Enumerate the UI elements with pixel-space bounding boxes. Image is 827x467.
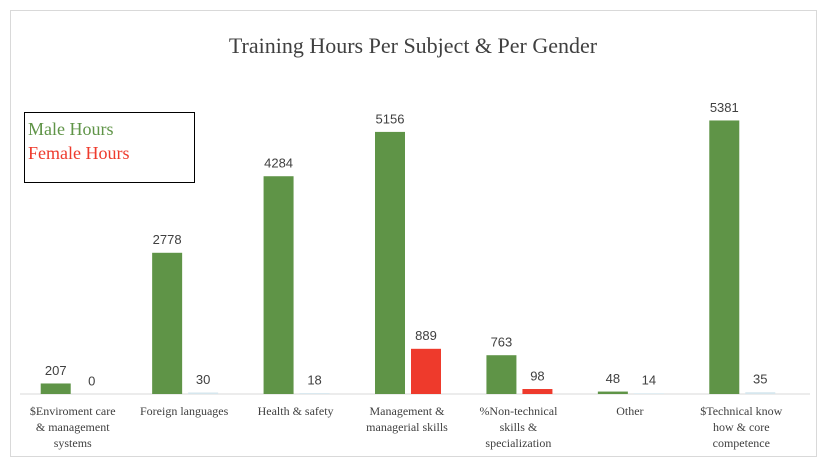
x-tick-label: Foreign languages (140, 404, 229, 418)
bar (522, 389, 553, 394)
chart-title: Training Hours Per Subject & Per Gender (229, 33, 598, 58)
bar (486, 355, 517, 394)
bar (188, 392, 219, 394)
bar (375, 131, 405, 395)
data-label: 889 (415, 328, 437, 343)
legend (24, 112, 195, 183)
data-label: 30 (196, 372, 210, 387)
data-label: 98 (530, 368, 544, 383)
x-tick-label: $Enviroment care & management systems (30, 404, 116, 450)
data-label: 0 (88, 373, 95, 388)
data-label: 2778 (153, 232, 182, 247)
bar (263, 176, 294, 394)
bar (597, 391, 628, 394)
data-label: 48 (606, 371, 620, 386)
data-label: 4284 (264, 156, 293, 171)
x-tick-label: Management & managerial skills (366, 404, 448, 434)
data-label: 14 (642, 373, 656, 388)
x-tick-label: Other (616, 404, 643, 418)
legend-label: Male Hours (28, 119, 113, 139)
bar (40, 383, 71, 394)
legend-label: Female Hours (28, 143, 129, 163)
bar (152, 252, 183, 394)
data-label: 763 (491, 335, 513, 350)
bar (709, 120, 740, 395)
bar (299, 393, 330, 394)
data-label: 207 (45, 363, 67, 378)
x-tick-label: %Non-technical skills & specialization (479, 404, 558, 450)
x-tick-label: $Technical know how & core competence (700, 404, 782, 450)
legend-box (24, 112, 195, 183)
bar (745, 392, 776, 394)
data-label: 35 (753, 372, 767, 387)
data-label: 5381 (710, 100, 739, 115)
bar (633, 393, 664, 394)
data-label: 18 (307, 373, 321, 388)
data-label: 5156 (376, 111, 405, 126)
bar (411, 348, 441, 394)
x-tick-label: Health & safety (258, 404, 334, 418)
